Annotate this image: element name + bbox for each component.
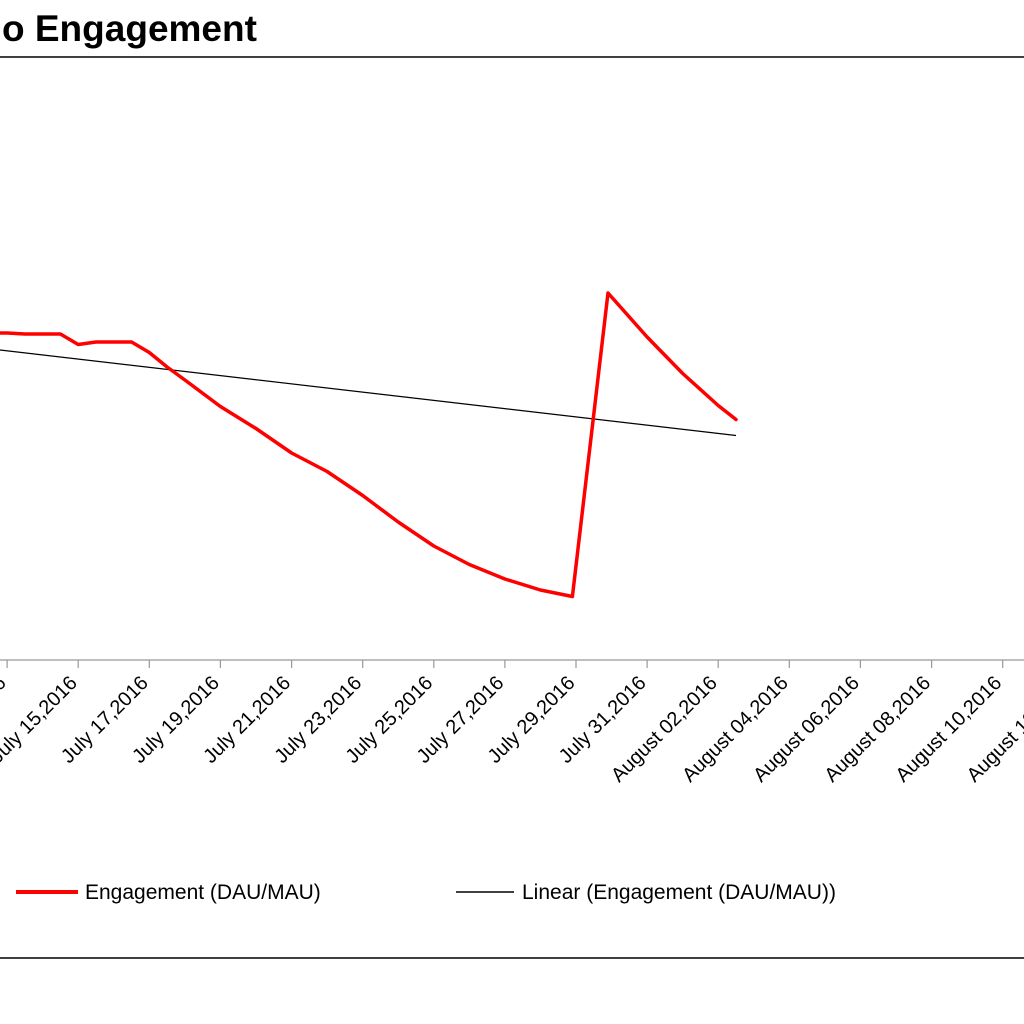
engagement-point-13 xyxy=(254,427,258,430)
legend-label-engagement: Engagement (DAU/MAU) xyxy=(85,881,321,904)
engagement-point-18 xyxy=(432,544,435,548)
engagement-point-2 xyxy=(23,332,27,336)
engagement-point-9 xyxy=(148,351,151,354)
engagement-point-27 xyxy=(734,418,738,421)
engagement-point-8 xyxy=(130,340,133,344)
trend-line-linear-engagement xyxy=(0,349,737,437)
engagement-point-10 xyxy=(165,365,169,369)
engagement-point-0 xyxy=(0,331,2,335)
engagement-point-21 xyxy=(539,588,542,592)
engagement-point-12 xyxy=(219,405,222,408)
engagement-point-20 xyxy=(503,577,507,581)
engagement-point-7 xyxy=(112,340,116,344)
engagement-point-1 xyxy=(5,331,9,335)
engagement-data-points xyxy=(0,291,738,598)
engagement-point-17 xyxy=(397,520,400,524)
engagement-point-24 xyxy=(645,335,649,339)
engagement-point-6 xyxy=(94,340,98,344)
engagement-point-14 xyxy=(290,451,293,455)
engagement-point-22 xyxy=(571,595,574,598)
engagement-point-4 xyxy=(59,332,62,336)
chart-legend: Engagement (DAU/MAU) Linear (Engagement … xyxy=(16,881,836,904)
x-axis-ticks xyxy=(6,660,1004,668)
engagement-point-16 xyxy=(361,494,364,497)
engagement-point-3 xyxy=(41,332,44,336)
legend-label-linear-trend: Linear (Engagement (DAU/MAU)) xyxy=(522,881,836,904)
engagement-point-25 xyxy=(681,372,684,375)
series-line-engagement xyxy=(0,291,738,599)
engagement-point-23 xyxy=(606,291,610,295)
engagement-point-19 xyxy=(468,563,471,566)
engagement-point-5 xyxy=(77,343,80,346)
chart-title: o Engagement xyxy=(2,8,257,49)
engagement-point-11 xyxy=(183,378,187,382)
engagement-point-26 xyxy=(717,404,720,407)
engagement-point-15 xyxy=(325,470,329,473)
